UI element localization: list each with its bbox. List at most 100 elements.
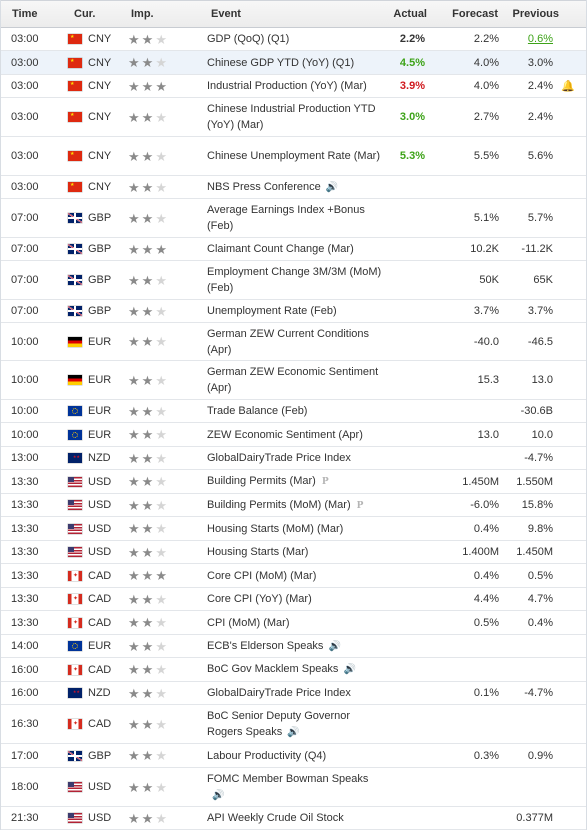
event-link[interactable]: ECB's Elderson Speaks (207, 639, 324, 652)
table-row[interactable]: 16:00 ★★ NZD ★ ★ ★ GlobalDairyTrade Price … (1, 682, 586, 705)
event-link[interactable]: API Weekly Crude Oil Stock (207, 812, 344, 824)
star-icon: ★ (141, 272, 154, 288)
event-link[interactable]: Housing Starts (Mar) (207, 546, 309, 558)
event-name[interactable]: Housing Starts (MoM) (Mar) (196, 521, 383, 537)
table-row[interactable]: 13:30 ✦ CAD ★ ★ ★ Core CPI (MoM) (Mar) 0.4… (1, 564, 586, 588)
event-name[interactable]: GlobalDairyTrade Price Index (196, 685, 383, 701)
event-name[interactable]: GlobalDairyTrade Price Index (196, 450, 383, 466)
table-row[interactable]: 17:00 GBP ★ ★ ★ Labour Productivity (Q4) 0… (1, 744, 586, 768)
event-link[interactable]: Unemployment Rate (Feb) (207, 305, 337, 317)
event-name[interactable]: FOMC Member Bowman Speaks 🔊 (196, 771, 383, 804)
event-link[interactable]: Average Earnings Index +Bonus (Feb) (207, 204, 365, 232)
table-row[interactable]: 13:30 USD ★ ★ ★ Housing Starts (Mar) 1.400… (1, 541, 586, 564)
event-link[interactable]: Industrial Production (YoY) (Mar) (207, 80, 367, 92)
event-link[interactable]: Core CPI (YoY) (Mar) (207, 593, 312, 605)
header-actual[interactable]: Actual (393, 8, 427, 20)
event-link[interactable]: ZEW Economic Sentiment (Apr) (207, 428, 363, 441)
event-name[interactable]: CPI (MoM) (Mar) (196, 615, 383, 631)
table-row[interactable]: 14:00 EUR ★ ★ ★ ECB's Elderson Speaks 🔊 (1, 635, 586, 658)
event-name[interactable]: German ZEW Current Conditions (Apr) (196, 326, 383, 358)
header-importance[interactable]: Imp. (131, 8, 154, 20)
table-row[interactable]: 10:00 EUR ★ ★ ★ Trade Balance (Feb) -30.6B (1, 400, 586, 423)
header-time[interactable]: Time (12, 8, 38, 20)
event-name[interactable]: API Weekly Crude Oil Stock (196, 810, 383, 826)
table-row[interactable]: 13:30 USD ★ ★ ★ Building Permits (MoM) (Ma… (1, 494, 586, 517)
table-row[interactable]: 21:30 USD ★ ★ ★ API Weekly Crude Oil Stock… (1, 807, 586, 830)
event-name[interactable]: Chinese GDP YTD (YoY) (Q1) (196, 55, 383, 71)
event-name[interactable]: BoC Senior Deputy Governor Rogers Speaks… (196, 708, 383, 741)
table-row[interactable]: 13:30 USD ★ ★ ★ Building Permits (Mar) P 1.… (1, 470, 586, 494)
event-link[interactable]: Chinese Unemployment Rate (Mar) (207, 150, 381, 162)
event-link[interactable]: Housing Starts (MoM) (Mar) (207, 522, 344, 535)
star-icon: ★ (128, 615, 140, 630)
event-name[interactable]: Building Permits (Mar) P (196, 473, 383, 490)
event-name[interactable]: Unemployment Rate (Feb) (196, 303, 383, 319)
event-link[interactable]: CPI (MoM) (Mar) (207, 616, 290, 629)
table-row[interactable]: 03:00 ★ CNY ★ ★ ★ Chinese Unemployment Rat… (1, 137, 586, 176)
table-row[interactable]: 13:00 ★★ NZD ★ ★ ★ GlobalDairyTrade Price … (1, 447, 586, 470)
event-link[interactable]: Chinese GDP YTD (YoY) (Q1) (207, 56, 355, 69)
uk-flag-icon (68, 750, 82, 761)
header-forecast[interactable]: Forecast (452, 8, 498, 20)
event-name[interactable]: Trade Balance (Feb) (196, 403, 383, 419)
table-row[interactable]: 07:00 GBP ★ ★ ★ Unemployment Rate (Feb) 3.… (1, 300, 586, 323)
table-row[interactable]: 03:00 ★ CNY ★ ★ ★ Industrial Production (Y… (1, 75, 586, 98)
event-link[interactable]: German ZEW Economic Sentiment (Apr) (207, 366, 379, 394)
table-row[interactable]: 10:00 EUR ★ ★ ★ German ZEW Economic Sentim… (1, 361, 586, 400)
event-name[interactable]: Labour Productivity (Q4) (196, 748, 383, 764)
previous-text: 5.6% (527, 150, 553, 162)
event-name[interactable]: NBS Press Conference 🔊 (196, 179, 383, 196)
header-previous[interactable]: Previous (512, 8, 559, 20)
table-row[interactable]: 03:00 ★ CNY ★ ★ ★ GDP (QoQ) (Q1) 2.2% 2.2%… (1, 28, 586, 51)
table-row[interactable]: 16:30 ✦ CAD ★ ★ ★ BoC Senior Deputy Govern… (1, 705, 586, 744)
table-row[interactable]: 07:00 GBP ★ ★ ★ Claimant Count Change (Mar… (1, 238, 586, 261)
table-row[interactable]: 10:00 EUR ★ ★ ★ ZEW Economic Sentiment (Ap… (1, 423, 586, 447)
event-link[interactable]: Labour Productivity (Q4) (207, 749, 327, 762)
event-link[interactable]: GlobalDairyTrade Price Index (207, 687, 351, 699)
event-name[interactable]: Chinese Unemployment Rate (Mar) (196, 148, 383, 164)
event-link[interactable]: German ZEW Current Conditions (Apr) (207, 327, 369, 356)
table-row[interactable]: 03:00 ★ CNY ★ ★ ★ Chinese Industrial Produ… (1, 98, 586, 137)
event-link[interactable]: Chinese Industrial Production YTD (YoY) … (207, 103, 376, 131)
table-row[interactable]: 13:30 USD ★ ★ ★ Housing Starts (MoM) (Mar)… (1, 517, 586, 541)
event-link[interactable]: NBS Press Conference (207, 180, 321, 193)
event-name[interactable]: Average Earnings Index +Bonus (Feb) (196, 202, 383, 234)
table-row[interactable]: 16:00 ✦ CAD ★ ★ ★ BoC Gov Macklem Speaks 🔊 (1, 658, 586, 682)
table-row[interactable]: 13:30 ✦ CAD ★ ★ ★ Core CPI (YoY) (Mar) 4.4… (1, 588, 586, 611)
table-row[interactable]: 07:00 GBP ★ ★ ★ Average Earnings Index +Bo… (1, 199, 586, 238)
event-name[interactable]: ECB's Elderson Speaks 🔊 (196, 638, 383, 655)
event-name[interactable]: Industrial Production (YoY) (Mar) (196, 78, 383, 94)
event-name[interactable]: GDP (QoQ) (Q1) (196, 31, 383, 47)
table-row[interactable]: 07:00 GBP ★ ★ ★ Employment Change 3M/3M (M… (1, 261, 586, 300)
event-link[interactable]: Employment Change 3M/3M (MoM) (Feb) (207, 266, 382, 294)
event-link[interactable]: GlobalDairyTrade Price Index (207, 452, 351, 464)
event-name[interactable]: Housing Starts (Mar) (196, 544, 383, 560)
table-row[interactable]: 13:30 ✦ CAD ★ ★ ★ CPI (MoM) (Mar) 0.5% 0.4… (1, 611, 586, 635)
event-name[interactable]: Core CPI (YoY) (Mar) (196, 591, 383, 607)
table-row[interactable]: 10:00 EUR ★ ★ ★ German ZEW Current Conditi… (1, 323, 586, 361)
event-link[interactable]: Claimant Count Change (Mar) (207, 243, 354, 255)
event-name[interactable]: German ZEW Economic Sentiment (Apr) (196, 364, 383, 396)
event-name[interactable]: Chinese Industrial Production YTD (YoY) … (196, 101, 383, 133)
event-name[interactable]: ZEW Economic Sentiment (Apr) (196, 427, 383, 443)
table-row[interactable]: 03:00 ★ CNY ★ ★ ★ NBS Press Conference 🔊 (1, 176, 586, 199)
event-link[interactable]: Building Permits (Mar) (207, 475, 316, 487)
event-link[interactable]: Building Permits (MoM) (Mar) (207, 498, 351, 511)
event-link[interactable]: BoC Senior Deputy Governor Rogers Speaks (207, 709, 351, 738)
previous-value: 65K (504, 274, 581, 286)
event-name[interactable]: Core CPI (MoM) (Mar) (196, 568, 383, 584)
event-name[interactable]: Employment Change 3M/3M (MoM) (Feb) (196, 264, 383, 296)
event-name[interactable]: Claimant Count Change (Mar) (196, 241, 383, 257)
event-name[interactable]: Building Permits (MoM) (Mar) P (196, 497, 383, 514)
table-row[interactable]: 03:00 ★ CNY ★ ★ ★ Chinese GDP YTD (YoY) (Q… (1, 51, 586, 75)
event-link[interactable]: Trade Balance (Feb) (207, 405, 308, 417)
event-link[interactable]: Core CPI (MoM) (Mar) (207, 569, 317, 582)
table-row[interactable]: 18:00 USD ★ ★ ★ FOMC Member Bowman Speaks 🔊 (1, 768, 586, 807)
bell-icon[interactable]: 🔔 (561, 80, 575, 93)
event-link[interactable]: BoC Gov Macklem Speaks (207, 663, 339, 675)
event-name[interactable]: BoC Gov Macklem Speaks 🔊 (196, 661, 383, 678)
event-link[interactable]: GDP (QoQ) (Q1) (207, 33, 290, 45)
event-link[interactable]: FOMC Member Bowman Speaks (207, 772, 369, 785)
header-currency[interactable]: Cur. (74, 8, 96, 20)
header-event[interactable]: Event (211, 8, 241, 20)
